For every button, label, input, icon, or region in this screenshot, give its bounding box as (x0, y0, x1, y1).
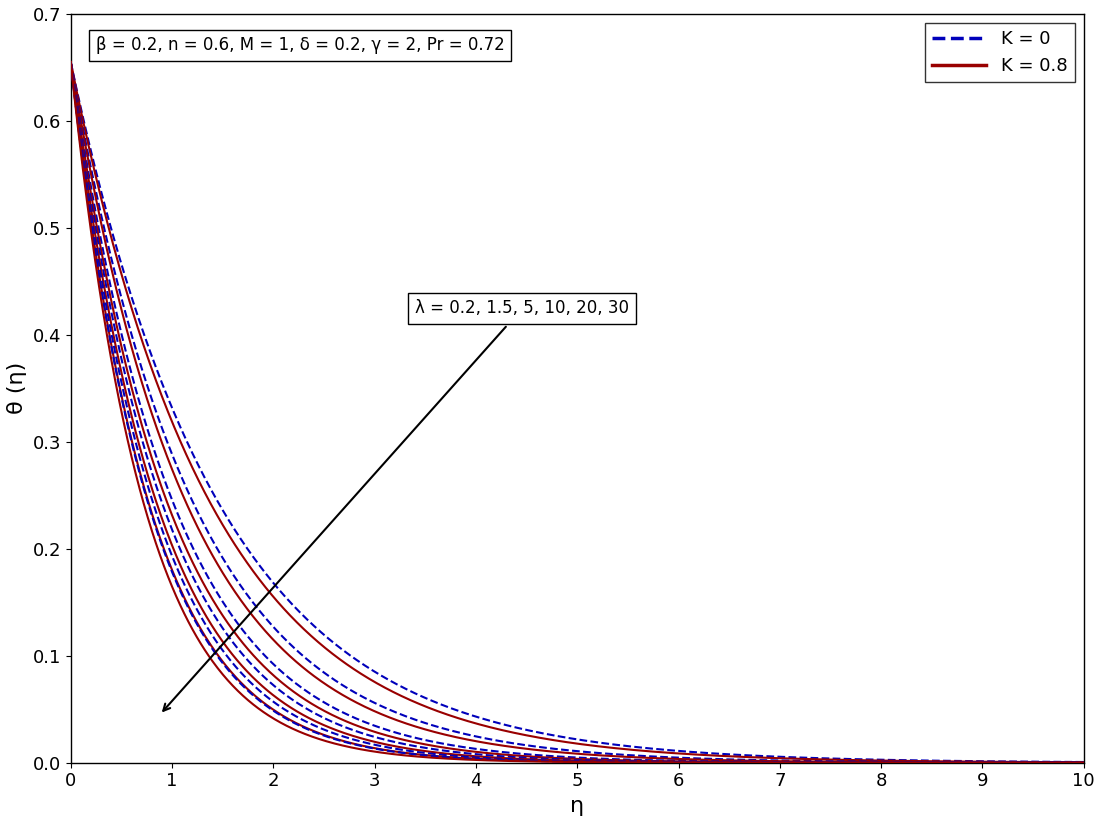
Y-axis label: θ (η): θ (η) (7, 362, 26, 415)
Text: β = 0.2, n = 0.6, M = 1, δ = 0.2, γ = 2, Pr = 0.72: β = 0.2, n = 0.6, M = 1, δ = 0.2, γ = 2,… (96, 36, 505, 54)
Text: λ = 0.2, 1.5, 5, 10, 20, 30: λ = 0.2, 1.5, 5, 10, 20, 30 (163, 300, 629, 711)
X-axis label: η: η (570, 796, 584, 816)
Legend: K = 0, K = 0.8: K = 0, K = 0.8 (925, 23, 1074, 82)
